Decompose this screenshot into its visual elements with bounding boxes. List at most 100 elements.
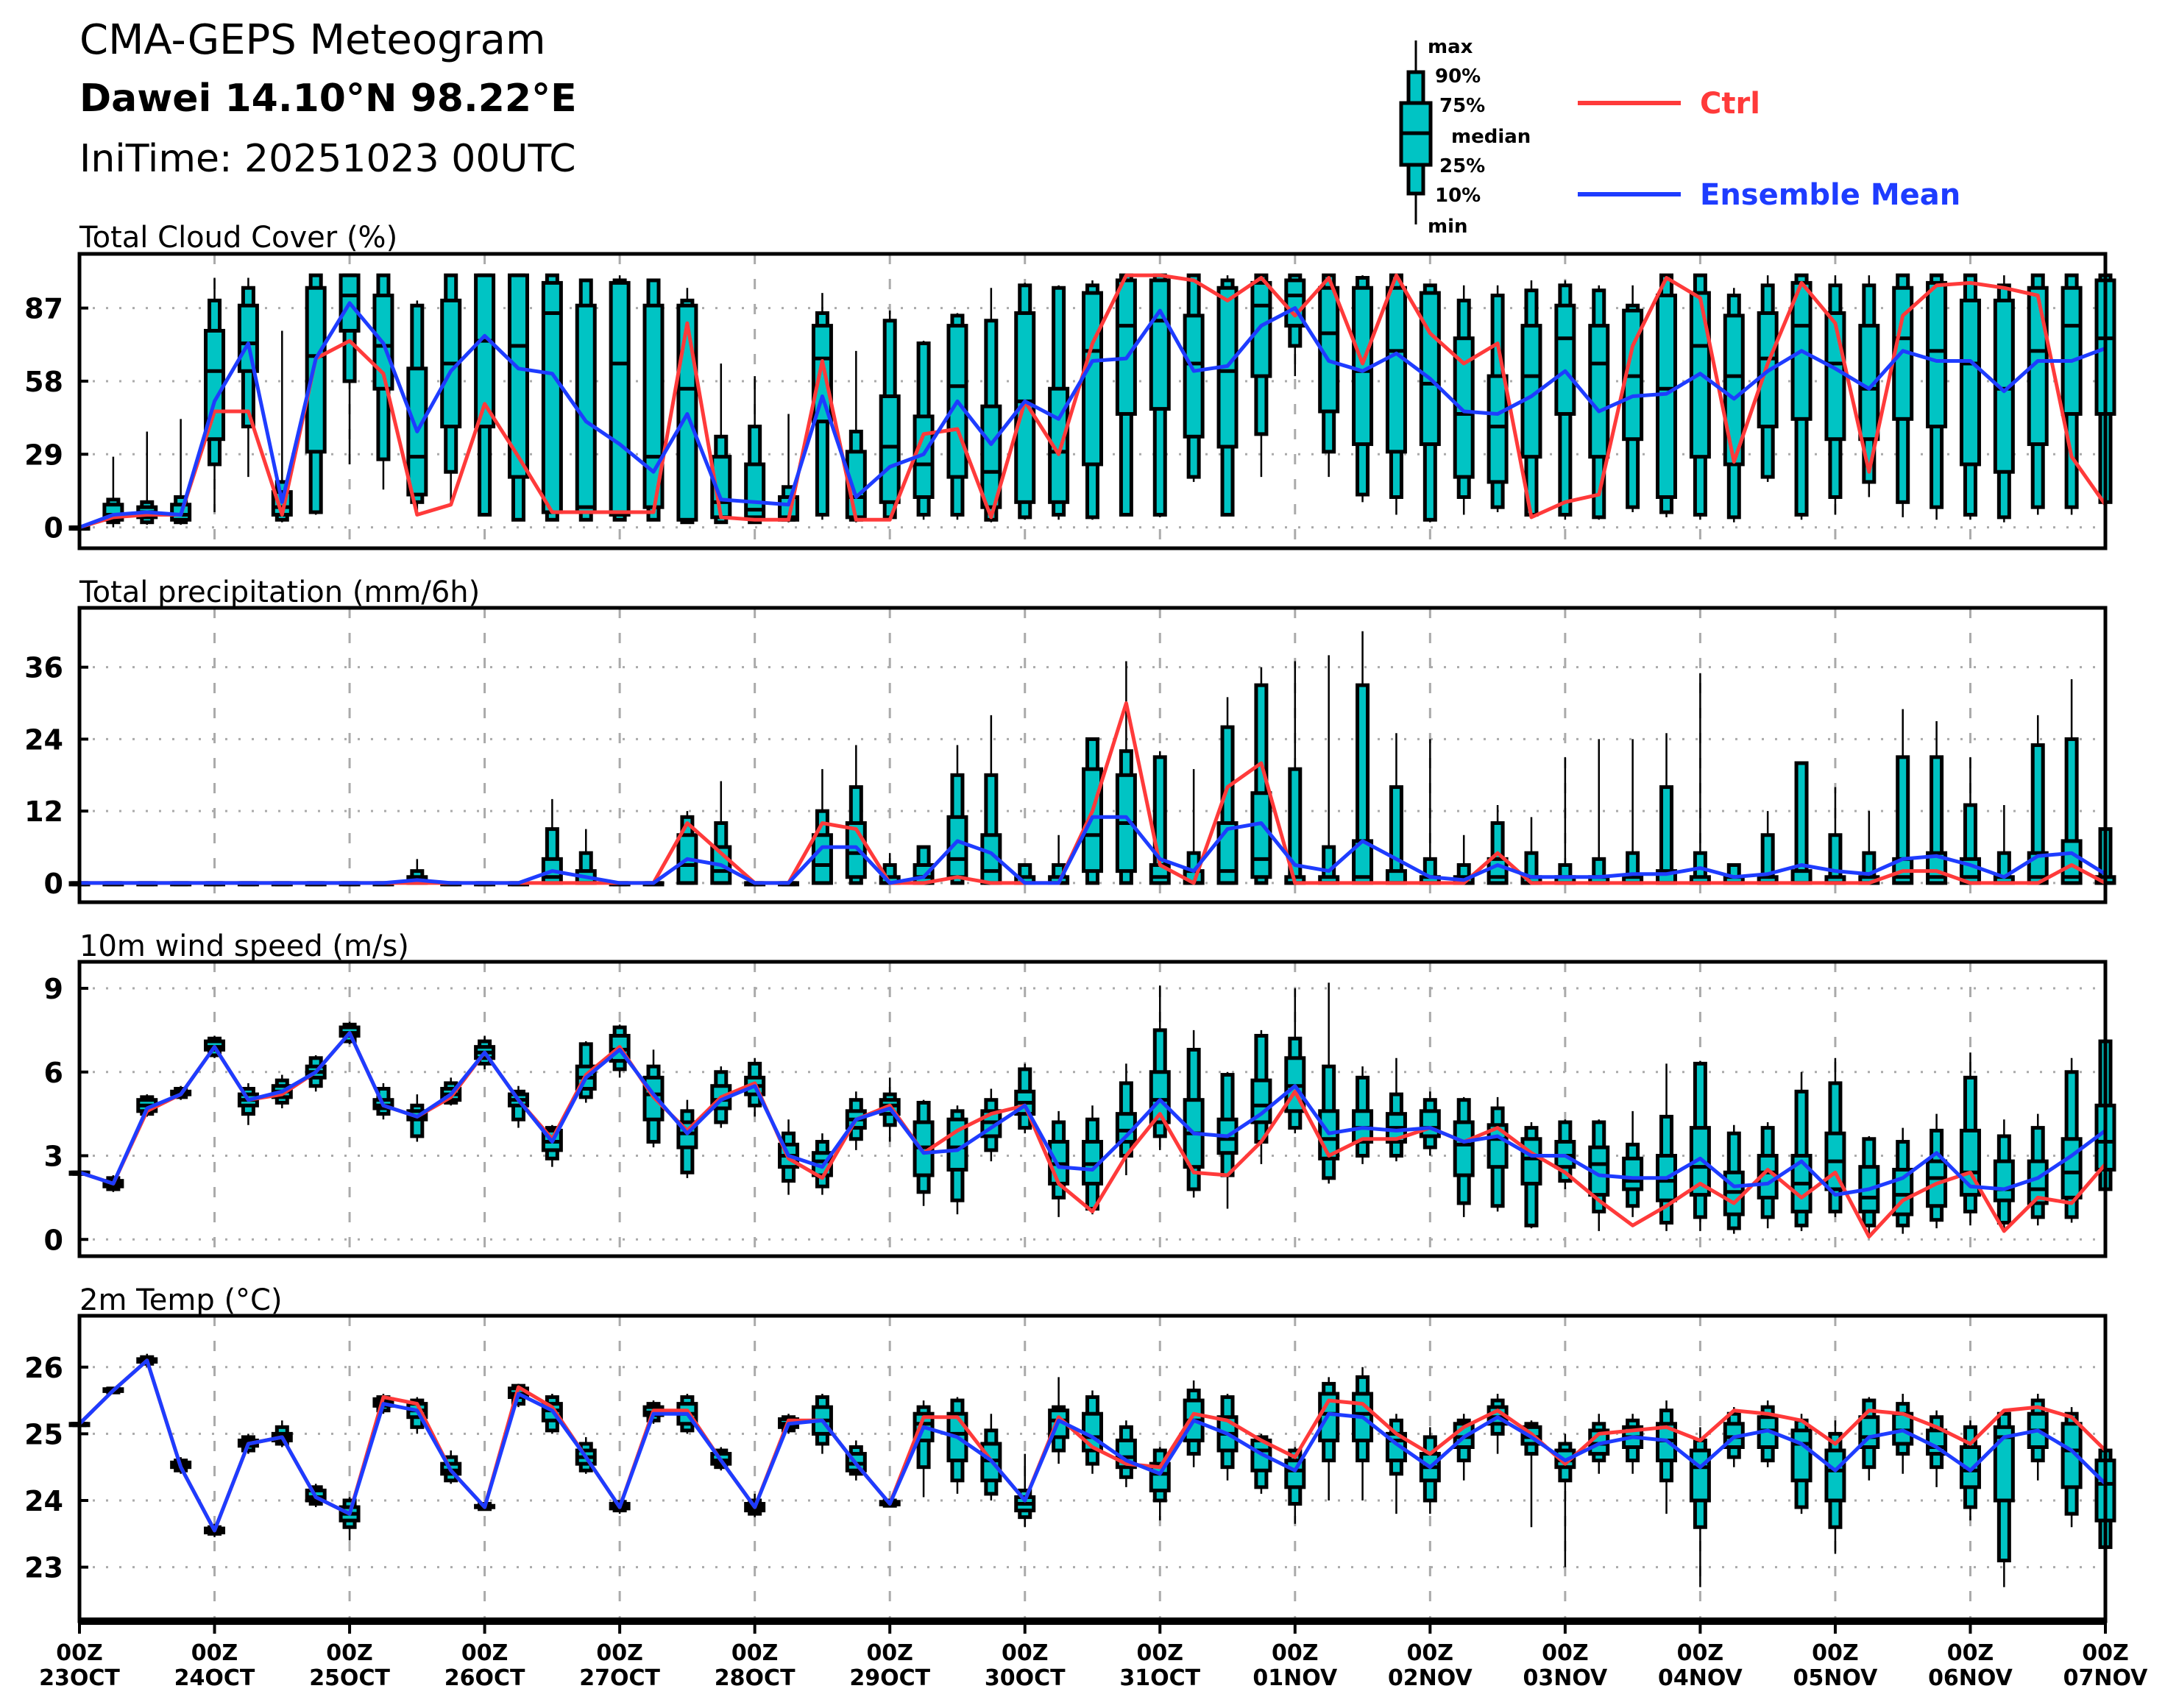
box-25-75 (1250, 280, 1272, 378)
box-plot (1419, 283, 1441, 522)
box-plot (1149, 751, 1171, 885)
y-tick-label: 87 (24, 293, 63, 325)
x-tick-date: 07NOV (2063, 1665, 2149, 1691)
y-tick-label: 12 (24, 795, 63, 828)
legend-label-6: min (1428, 216, 1468, 238)
x-tick-date: 30OCT (985, 1665, 1066, 1691)
x-tick-time: 00Z (461, 1640, 509, 1666)
y-tick-label: 0 (44, 868, 63, 900)
box-plot (440, 273, 462, 503)
box-plot (1959, 273, 1981, 520)
x-tick-date: 03NOV (1523, 1665, 1608, 1691)
box-25-75 (1149, 1070, 1171, 1124)
box-25-75 (1149, 278, 1171, 411)
box-25-75 (1048, 386, 1070, 504)
box-25-75 (2061, 286, 2083, 416)
panel-title: 2m Temp (°C) (79, 1283, 283, 1317)
box-plot (1689, 1060, 1711, 1231)
box-plot (946, 1397, 968, 1494)
box-25-75 (474, 273, 496, 429)
x-tick-time: 00Z (1272, 1640, 1319, 1666)
x-tick-time: 00Z (1677, 1640, 1724, 1666)
x-tick-date: 26OCT (444, 1665, 525, 1691)
box-25-75 (1487, 374, 1509, 484)
box-plot (1453, 1096, 1475, 1217)
x-tick-date: 23OCT (39, 1665, 120, 1691)
box-25-75 (1250, 791, 1272, 879)
box-25-75 (406, 366, 428, 497)
box-plot (1622, 1110, 1644, 1217)
box-plot (1588, 285, 1610, 520)
box-25-75 (2061, 1137, 2083, 1200)
panel-title: Total precipitation (mm/6h) (79, 575, 480, 609)
box-25-75 (1385, 286, 1407, 454)
box-plot (1183, 273, 1205, 482)
box-plot (946, 1105, 968, 1215)
box-plot (2027, 1113, 2049, 1226)
box-plot (2061, 273, 2083, 515)
panel-2: 10m wind speed (m/s) 0 3 6 9 (44, 929, 2116, 1258)
legend-label-1: 90% (1435, 65, 1481, 88)
x-tick-time: 00Z (191, 1640, 238, 1666)
box-25-75 (980, 404, 1002, 509)
ensemble-mean-line (78, 1358, 2107, 1533)
box-plot (1216, 1071, 1239, 1209)
box-plot (1656, 273, 1678, 517)
box-plot (1048, 834, 1070, 885)
box-plot (1115, 1420, 1137, 1487)
y-tick-label: 3 (44, 1141, 63, 1173)
box-25-75 (1487, 857, 1509, 885)
box-plot (2061, 1407, 2083, 1528)
x-tick-time: 00Z (1002, 1640, 1049, 1666)
y-tick-label: 24 (24, 723, 63, 756)
legend-label-5: 10% (1435, 185, 1481, 207)
y-tick-label: 9 (44, 973, 63, 1005)
box-plot (1487, 285, 1509, 513)
ensemble-mean-line (79, 815, 2107, 885)
box-plot (406, 300, 428, 515)
box-plot (980, 1414, 1002, 1500)
box-plot (1588, 739, 1610, 885)
x-tick-date: 31OCT (1119, 1665, 1200, 1691)
box-25-75 (676, 303, 698, 522)
box-plot (845, 745, 867, 885)
box-plot (1926, 273, 1948, 520)
box-25-75 (811, 833, 833, 885)
box-plot (1014, 862, 1036, 885)
box-plot (1790, 1071, 1813, 1231)
x-tick-date: 06NOV (1928, 1665, 2013, 1691)
box-plot (1554, 280, 1576, 520)
box-10-90 (1659, 785, 1674, 885)
box-plot (1216, 697, 1239, 885)
box-plot (507, 273, 529, 522)
box-plot (305, 273, 327, 515)
panel-0: Total Cloud Cover (%) 0 29 58 87 (24, 221, 2116, 550)
panel-frame (77, 252, 2108, 550)
box-plot (1419, 1427, 1441, 1514)
ctrl-line (79, 701, 2107, 885)
box-plot (1318, 273, 1340, 478)
box-plot (1352, 1367, 1374, 1500)
box-plot (1554, 1434, 1576, 1567)
box-plot (1149, 273, 1171, 517)
box-25-75 (1656, 294, 1678, 499)
box-plot (946, 745, 968, 885)
box-25-75 (1216, 821, 1239, 885)
box-plot (879, 311, 901, 520)
box-plot (1993, 275, 2015, 522)
box-plot (204, 277, 226, 513)
box-plot (541, 273, 563, 522)
x-tick-date: 05NOV (1793, 1665, 1879, 1691)
box-25-75 (1183, 313, 1205, 439)
box-plot (1149, 985, 1171, 1150)
box-plot (2027, 273, 2049, 515)
box-25-75 (1959, 298, 1981, 467)
box-plot (1352, 1066, 1374, 1164)
x-tick-time: 00Z (56, 1640, 103, 1666)
box-plot (1082, 280, 1103, 520)
box-25-75 (913, 862, 935, 885)
box-25-75 (1520, 1137, 1542, 1186)
panel-title: 10m wind speed (m/s) (79, 929, 409, 963)
box-plot (1250, 273, 1272, 478)
